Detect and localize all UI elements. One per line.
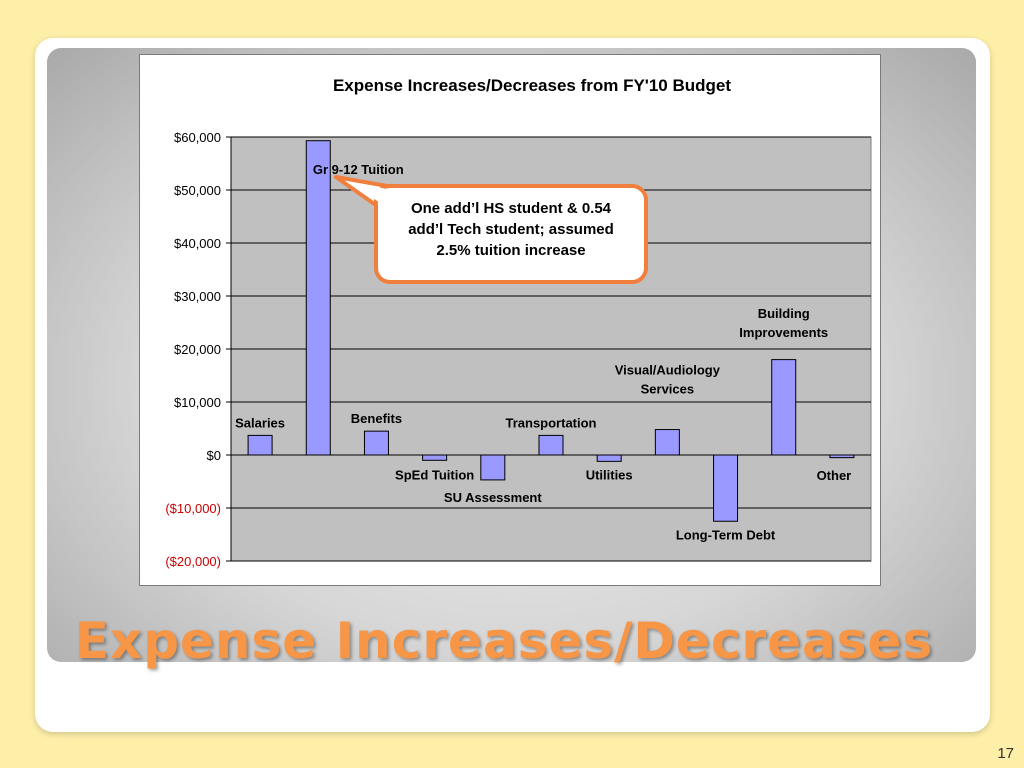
bar	[538, 434, 564, 456]
bar	[829, 454, 855, 459]
bar	[247, 434, 273, 456]
page-number: 17	[997, 745, 1014, 762]
bar	[363, 430, 389, 456]
category-label: Visual/Audiology	[615, 363, 721, 378]
category-label: Benefits	[351, 411, 402, 426]
category-label: SpEd Tuition	[395, 467, 474, 482]
category-label: Utilities	[586, 467, 633, 482]
bar	[713, 454, 739, 522]
callout-text: add’l Tech student; assumed	[408, 221, 614, 238]
chart-title: Expense Increases/Decreases from FY'10 B…	[333, 76, 731, 95]
y-tick-label: $50,000	[174, 183, 221, 198]
bar	[654, 429, 680, 456]
bar	[771, 359, 797, 456]
category-label: Improvements	[739, 325, 828, 340]
category-label: Other	[817, 468, 852, 483]
y-tick-label: $0	[207, 448, 221, 463]
category-label: Gr 9-12 Tuition	[313, 162, 404, 177]
bar	[422, 454, 448, 461]
callout-text: 2.5% tuition increase	[436, 242, 585, 259]
category-label: Transportation	[505, 415, 596, 430]
bar	[596, 454, 622, 462]
y-tick-label: $60,000	[174, 130, 221, 145]
chart-container: Expense Increases/Decreases from FY'10 B…	[139, 54, 881, 586]
slide-title: Expense Increases/Decreases	[74, 612, 934, 670]
bar	[305, 140, 331, 456]
category-label: Salaries	[235, 415, 285, 430]
category-label: Services	[641, 382, 695, 397]
bar	[480, 454, 506, 481]
category-label: SU Assessment	[444, 490, 542, 505]
y-tick-label: ($10,000)	[165, 501, 221, 516]
y-tick-label: $30,000	[174, 289, 221, 304]
y-tick-label: ($20,000)	[165, 554, 221, 569]
expense-bar-chart: Expense Increases/Decreases from FY'10 B…	[165, 76, 872, 569]
callout-seam	[346, 181, 402, 204]
y-tick-label: $40,000	[174, 236, 221, 251]
category-label: Long-Term Debt	[676, 527, 776, 542]
callout-text: One add’l HS student & 0.54	[411, 200, 612, 217]
y-tick-label: $20,000	[174, 342, 221, 357]
callout-box	[374, 184, 648, 284]
y-tick-label: $10,000	[174, 395, 221, 410]
category-label: Building	[758, 306, 810, 321]
